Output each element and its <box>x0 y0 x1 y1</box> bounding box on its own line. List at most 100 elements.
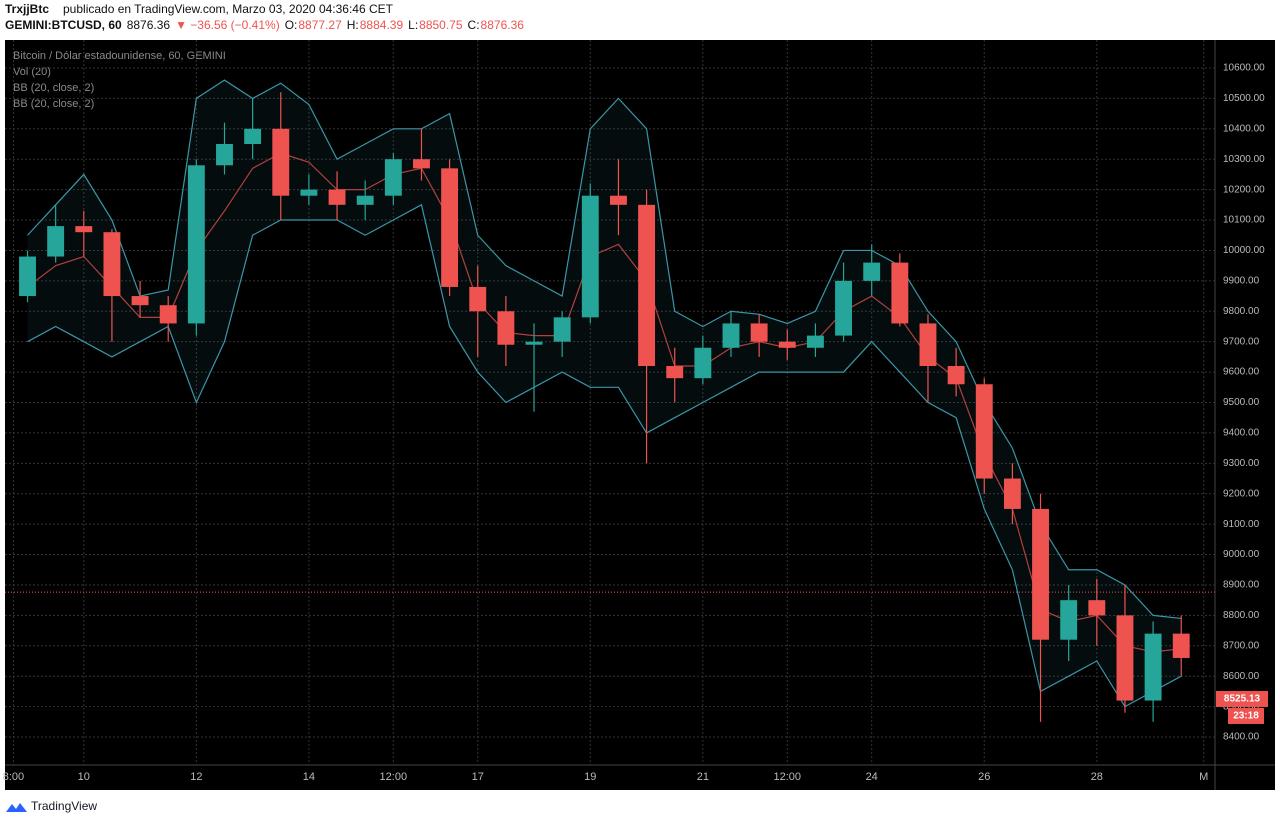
y-tick-label: 9300.00 <box>1223 458 1260 469</box>
candle-body <box>244 128 262 145</box>
candle-body <box>469 286 487 312</box>
header-text: 8850.75 <box>419 18 463 32</box>
x-tick-label: 8:00 <box>3 771 24 783</box>
y-tick-label: 9900.00 <box>1223 275 1260 286</box>
countdown: 23:18 <box>1233 711 1259 722</box>
brand-logo <box>6 803 27 812</box>
y-tick-label: 8700.00 <box>1223 640 1260 651</box>
candle-body <box>75 226 93 233</box>
header-text: 8884.39 <box>360 18 404 32</box>
x-tick-label: 28 <box>1091 771 1103 783</box>
candle-body <box>47 226 65 257</box>
bb-fill <box>27 80 1182 707</box>
candle-body <box>216 144 233 166</box>
candle-body <box>694 347 712 379</box>
candle-body <box>1172 633 1190 658</box>
candle-body <box>1032 508 1049 640</box>
x-tick-label: 21 <box>697 771 709 783</box>
header-text: GEMINI:BTCUSD, 60 <box>5 18 122 32</box>
candle-body <box>1003 478 1021 509</box>
candle-body <box>722 323 740 348</box>
header-text: 8876.36 <box>481 18 525 32</box>
candle-body <box>553 317 571 342</box>
y-tick-label: 8400.00 <box>1223 732 1260 743</box>
candle-body <box>581 195 599 318</box>
candle-body <box>610 195 627 205</box>
candle-body <box>750 323 768 342</box>
y-tick-label: 10100.00 <box>1223 215 1265 226</box>
x-tick-label: 10 <box>78 771 90 783</box>
candle-body <box>300 189 318 196</box>
brand: TradingView <box>31 799 97 813</box>
candle-body <box>638 204 656 367</box>
candle-body <box>947 366 965 385</box>
bb-lower <box>27 203 1182 708</box>
y-tick-label: 8800.00 <box>1223 610 1260 621</box>
y-tick-label: 10500.00 <box>1223 93 1265 104</box>
header-text: L: <box>408 18 418 32</box>
candle-body <box>891 262 909 324</box>
x-tick-label: M <box>1199 771 1208 783</box>
x-tick-label: 17 <box>472 771 484 783</box>
y-tick-label: 10400.00 <box>1223 123 1265 134</box>
candle-body <box>1060 600 1078 640</box>
header-text: 8877.27 <box>298 18 342 32</box>
y-tick-label: 9000.00 <box>1223 549 1260 560</box>
y-tick-label: 9800.00 <box>1223 306 1260 317</box>
author: TrxjjBtc <box>5 2 49 16</box>
legend-text: BB (20, close, 2) <box>13 82 94 94</box>
y-tick-label: 9400.00 <box>1223 428 1260 439</box>
candle-body <box>806 335 824 348</box>
x-tick-label: 14 <box>303 771 315 783</box>
y-tick-label: 8600.00 <box>1223 671 1260 682</box>
candle-body <box>441 168 459 287</box>
y-tick-label: 9500.00 <box>1223 397 1260 408</box>
header-text: C: <box>468 18 480 32</box>
x-tick-label: 24 <box>866 771 878 783</box>
header-text: O: <box>285 18 298 32</box>
candle-body <box>919 323 937 367</box>
candle-body <box>975 384 993 479</box>
x-tick-label: 19 <box>584 771 596 783</box>
y-tick-label: 9100.00 <box>1223 519 1260 530</box>
candle-body <box>328 189 346 205</box>
y-tick-label: 9700.00 <box>1223 336 1260 347</box>
y-tick-label: 8900.00 <box>1223 580 1260 591</box>
x-tick-label: 26 <box>978 771 990 783</box>
y-tick-label: 10200.00 <box>1223 184 1265 195</box>
candle-body <box>413 159 430 169</box>
legend-text: Vol (20) <box>13 66 51 78</box>
candle-body <box>1144 633 1162 701</box>
y-tick-label: 10600.00 <box>1223 63 1265 74</box>
x-tick-label: 12 <box>190 771 202 783</box>
candle-body <box>187 165 205 324</box>
symbol-line: GEMINI:BTCUSD, 60 8876.36 ▼ −36.56 (−0.41%… <box>5 18 524 32</box>
y-tick-label: 9200.00 <box>1223 488 1260 499</box>
price-tag: 8525.13 <box>1224 694 1261 705</box>
price-tag-box <box>1216 690 1268 707</box>
candle-body <box>384 159 402 196</box>
candle-body <box>159 305 177 324</box>
candle-body <box>1088 600 1106 616</box>
candle-body <box>272 128 290 196</box>
candle-body <box>131 296 149 306</box>
candle-body <box>1116 615 1134 701</box>
legend-text: BB (20, close, 2) <box>13 98 94 110</box>
candle-body <box>103 232 121 297</box>
candle-body <box>835 280 852 336</box>
candle-body <box>356 195 374 205</box>
y-tick-label: 9600.00 <box>1223 367 1260 378</box>
candle-body <box>497 311 515 345</box>
candle-body <box>19 256 36 297</box>
x-tick-label: 12:00 <box>774 771 802 783</box>
countdown-box <box>1228 707 1264 724</box>
candle-body <box>525 341 543 345</box>
y-tick-label: 10000.00 <box>1223 245 1265 256</box>
published: publicado en TradingView.com, Marzo 03, … <box>63 2 394 16</box>
header-text: 8876.36 <box>127 18 171 32</box>
candle-body <box>666 366 684 379</box>
legend-text: Bitcoin / Dólar estadounidense, 60, GEMI… <box>13 50 226 62</box>
candle-body <box>778 341 796 348</box>
x-tick-label: 12:00 <box>380 771 408 783</box>
